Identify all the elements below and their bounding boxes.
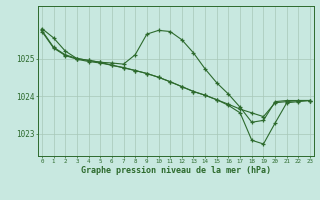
- X-axis label: Graphe pression niveau de la mer (hPa): Graphe pression niveau de la mer (hPa): [81, 166, 271, 175]
